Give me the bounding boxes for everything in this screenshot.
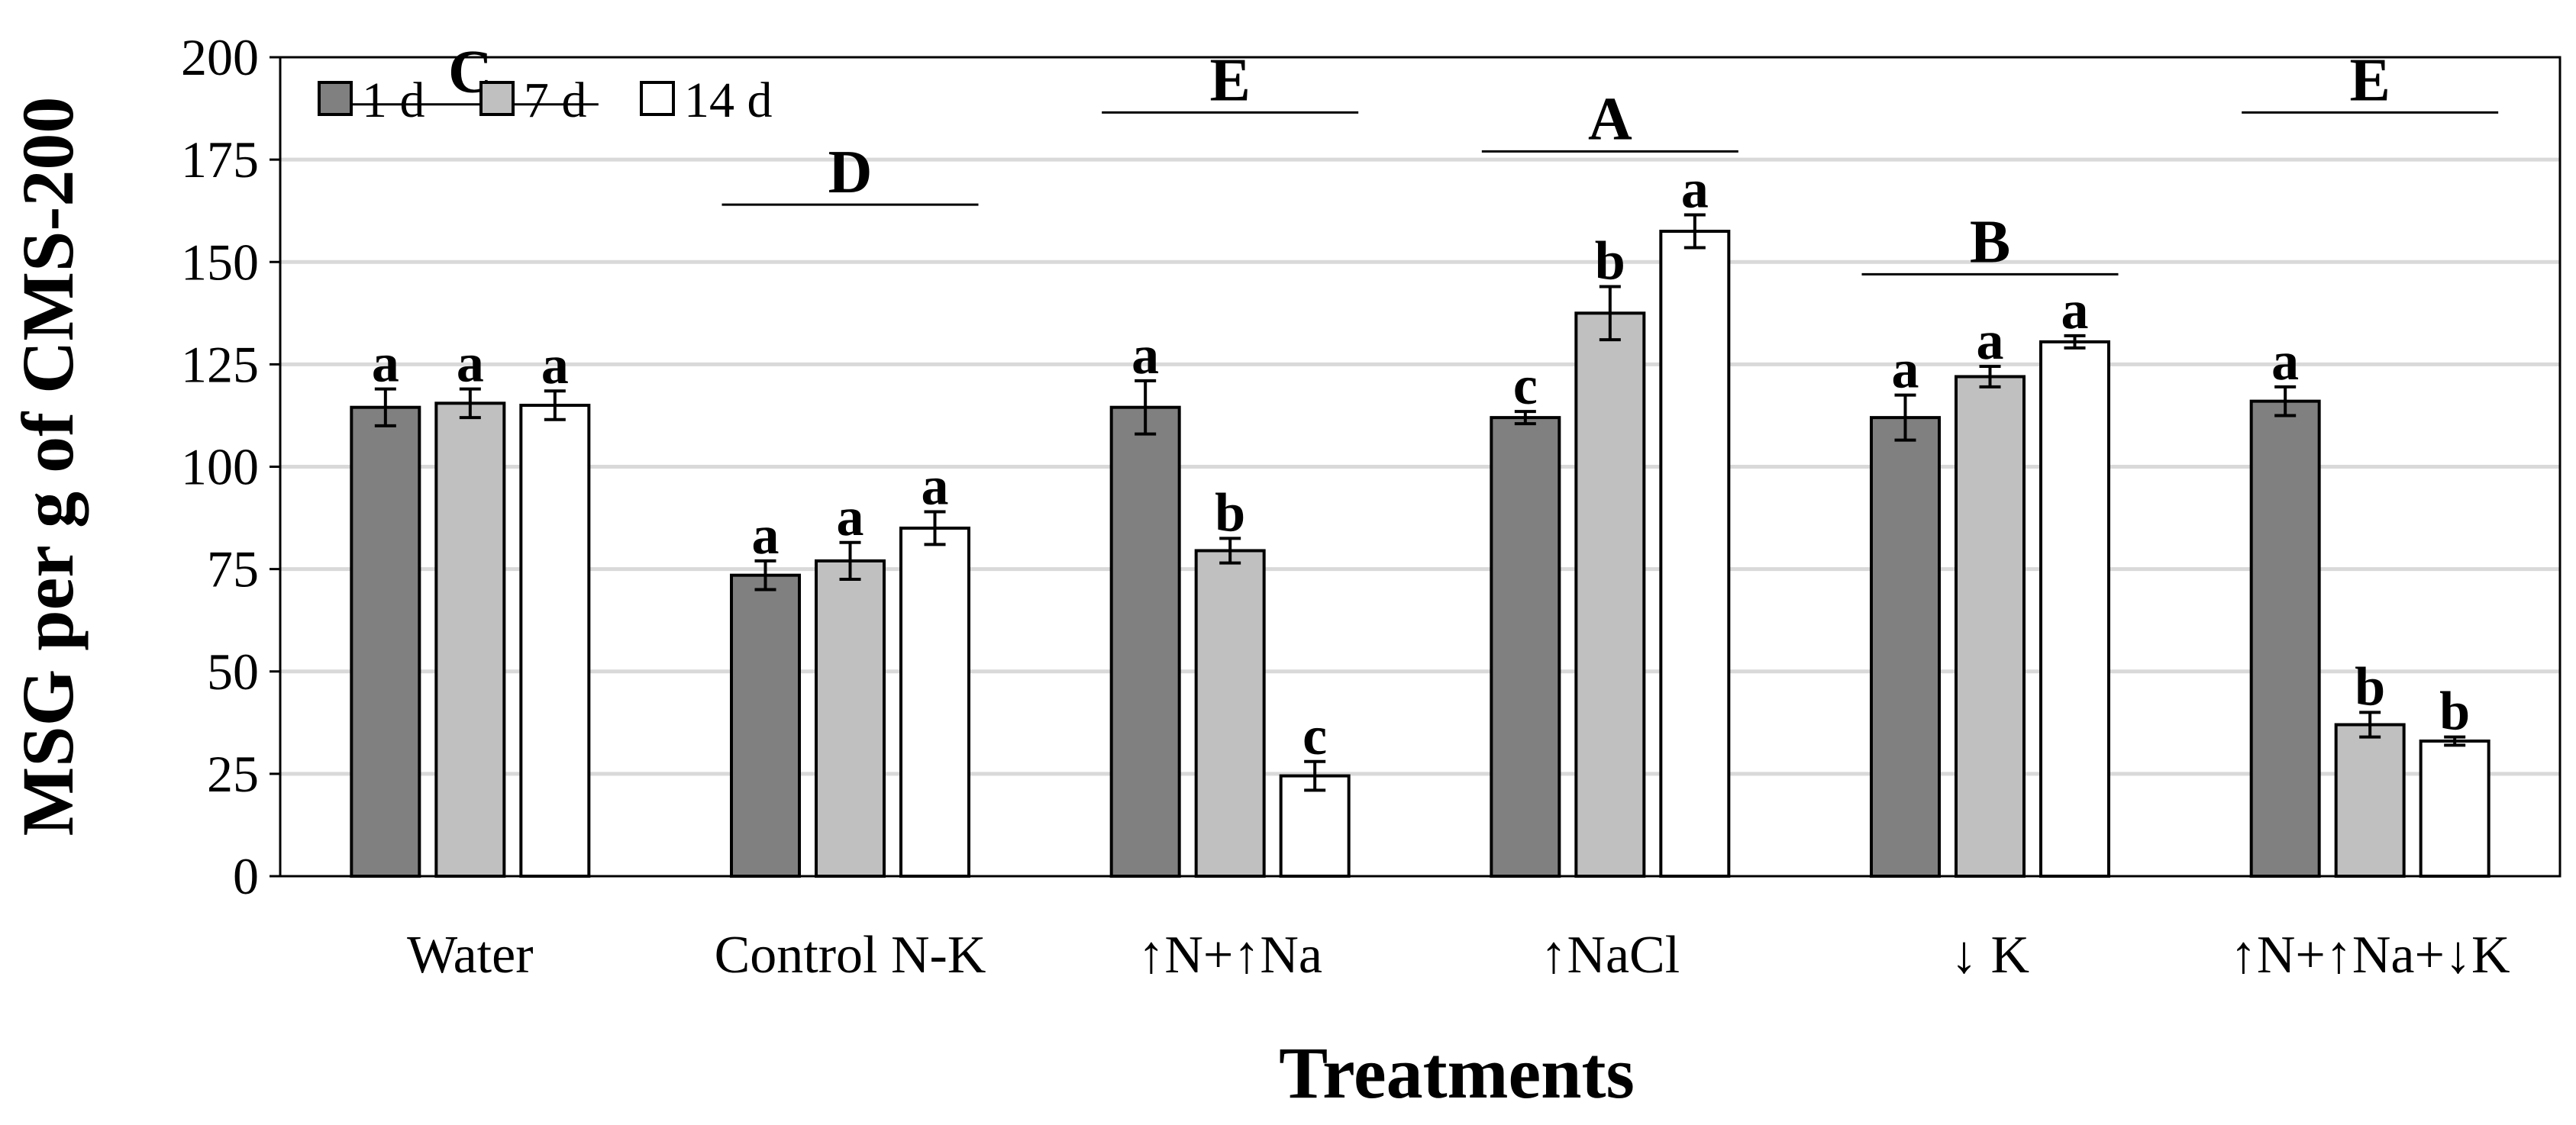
y-tick-label: 125 bbox=[181, 335, 259, 393]
bar-significance-letter: a bbox=[1977, 310, 2004, 371]
bars bbox=[350, 213, 2490, 878]
bar-significance-letter: a bbox=[1681, 159, 1709, 220]
bar-significance-letter: a bbox=[372, 333, 399, 394]
bar-significance-letter: a bbox=[2061, 279, 2089, 340]
y-tick-label: 0 bbox=[233, 847, 259, 905]
bar-significance-letter: a bbox=[752, 504, 780, 566]
bar-significance-letter: a bbox=[1892, 339, 1919, 400]
y-tick-label: 175 bbox=[181, 131, 259, 189]
legend-swatch bbox=[318, 81, 353, 116]
bar-14d bbox=[899, 526, 970, 878]
bar-7d bbox=[2334, 723, 2406, 878]
y-tick-label: 100 bbox=[181, 438, 259, 496]
bar-14d bbox=[519, 404, 591, 878]
x-tick-label: ↓ K bbox=[1951, 926, 2029, 985]
y-tick-label: 25 bbox=[207, 745, 259, 803]
bar-1d bbox=[2249, 399, 2321, 878]
bar-significance-letter: a bbox=[457, 333, 484, 394]
x-tick-label: Control N-K bbox=[715, 926, 986, 985]
bar-significance-letter: c bbox=[1513, 355, 1538, 416]
y-axis-title: MSG per g of CMS-200 bbox=[7, 97, 89, 836]
legend-swatch bbox=[640, 81, 675, 116]
group-significance-letter: D bbox=[828, 139, 873, 206]
y-tick-label: 150 bbox=[181, 233, 259, 291]
bar-significance-letter: b bbox=[1215, 482, 1245, 543]
bar-significance-letter: a bbox=[2271, 330, 2299, 392]
bar-1d bbox=[730, 573, 801, 878]
legend-label: 7 d bbox=[524, 73, 587, 128]
x-tick-label: ↑N+↑Na+↓K bbox=[2230, 926, 2510, 985]
bar-7d bbox=[815, 559, 886, 878]
y-axis-ticks: 0 25 50 75 100 125 150 175 200 bbox=[181, 28, 280, 905]
bar-14d bbox=[2419, 739, 2490, 878]
bar-significance-letter: a bbox=[541, 334, 569, 395]
bar-significance-letter: a bbox=[1131, 324, 1159, 385]
x-axis-ticks: Water Control N-K ↑N+↑Na ↑NaCl ↓ K ↑N+↑Na+↓K bbox=[407, 926, 2510, 985]
bar-1d bbox=[1109, 405, 1181, 878]
y-tick-label: 75 bbox=[207, 540, 259, 598]
bar-1d bbox=[1870, 416, 1941, 878]
x-tick-label: Water bbox=[407, 926, 533, 985]
x-tick-label: ↑NaCl bbox=[1540, 926, 1680, 985]
bar-1d bbox=[1490, 416, 1561, 878]
bar-significance-letter: a bbox=[922, 456, 949, 517]
group-significance-letter: B bbox=[1970, 208, 2010, 276]
grid-lines bbox=[280, 157, 2560, 776]
x-axis-title: Treatments bbox=[1279, 1032, 1635, 1114]
bar-14d bbox=[1659, 230, 1731, 878]
bar-7d bbox=[1955, 375, 2026, 878]
bar-14d bbox=[2039, 340, 2110, 878]
group-significance-letter: A bbox=[1588, 85, 1632, 153]
bar-significance-letter: a bbox=[837, 486, 864, 547]
legend-swatch bbox=[479, 81, 515, 116]
bar-1d bbox=[350, 405, 421, 878]
legend-label: 14 d bbox=[684, 73, 773, 128]
bar-7d bbox=[1574, 311, 1646, 878]
y-tick-label: 50 bbox=[207, 643, 259, 701]
bar-significance-letter: b bbox=[1595, 230, 1625, 291]
bar-7d bbox=[434, 401, 506, 878]
y-tick-label: 200 bbox=[181, 28, 259, 86]
group-significance-letter: E bbox=[2349, 47, 2390, 114]
group-significance-letter: E bbox=[1209, 47, 1250, 114]
bar-significance-letter: b bbox=[2355, 656, 2385, 717]
legend: 1 d 7 d 14 d bbox=[318, 73, 773, 128]
bar-significance-letter: b bbox=[2439, 681, 2470, 742]
bar-significance-letter: c bbox=[1303, 705, 1327, 766]
legend-label: 1 d bbox=[362, 73, 425, 128]
x-tick-label: ↑N+↑Na bbox=[1138, 926, 1322, 985]
bar-7d bbox=[1194, 549, 1266, 878]
